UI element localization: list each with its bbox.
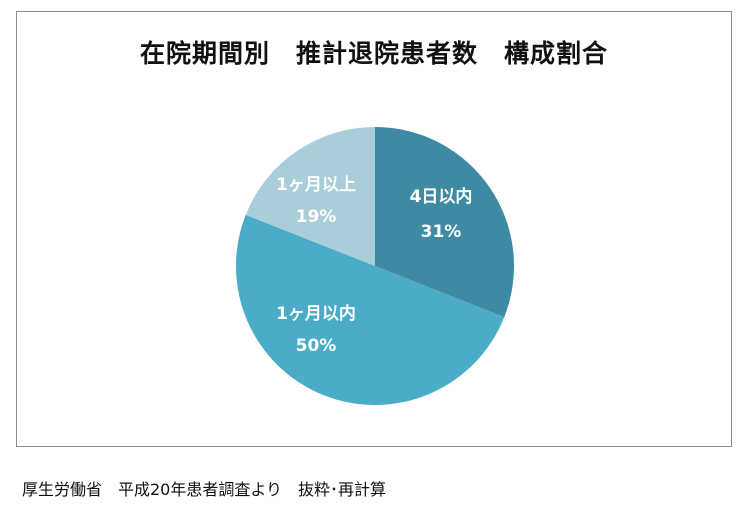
slice-label: 1ヶ月以内	[276, 303, 356, 324]
slice-value-label: 31%	[421, 222, 462, 242]
slice-value-label: 19%	[296, 207, 337, 227]
slice-value-label: 50%	[296, 336, 337, 356]
chart-title: 在院期間別 推計退院患者数 構成割合	[139, 39, 608, 68]
pie-slice	[235, 214, 505, 406]
pie-slice	[245, 127, 375, 266]
pie-slice	[375, 126, 515, 318]
source-note: 厚生労働省 平成20年患者調査より 抜粋･再計算	[22, 480, 387, 499]
pie-group: 4日以内 31% 1ヶ月以内 50% 1ヶ月以上 19%	[235, 126, 515, 406]
slice-label: 4日以内	[410, 186, 473, 207]
slice-label: 1ヶ月以上	[276, 175, 356, 195]
